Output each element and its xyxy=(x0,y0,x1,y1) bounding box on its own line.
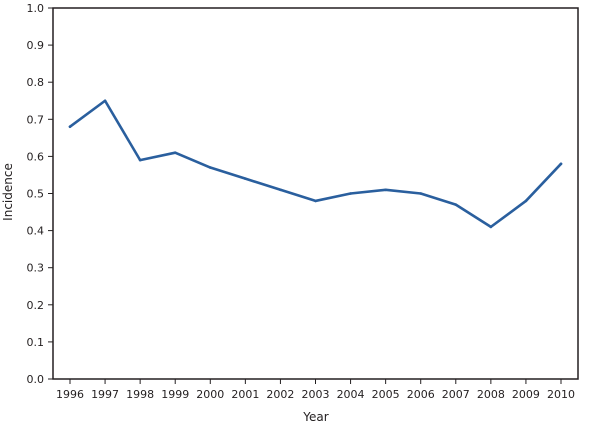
y-tick-label: 0.2 xyxy=(27,299,45,312)
y-tick-label: 0.8 xyxy=(27,76,45,89)
x-tick-label: 2000 xyxy=(196,388,224,401)
plot-frame xyxy=(52,7,579,380)
series-points xyxy=(68,99,563,229)
data-point-2000 xyxy=(208,166,212,169)
x-tick-label: 2007 xyxy=(442,388,470,401)
data-point-1998 xyxy=(138,158,142,162)
y-tick-label: 0.6 xyxy=(27,150,45,163)
y-tick-label: 0.9 xyxy=(27,39,45,52)
data-point-2009 xyxy=(524,199,528,203)
x-axis: 1996 1997 1998 1999 2000 2001 2002 2003 2004 2005… xyxy=(56,379,575,401)
y-tick-label: 1.0 xyxy=(27,2,45,15)
y-tick-label: 0.7 xyxy=(27,113,45,126)
y-tick-label: 0.0 xyxy=(27,373,45,386)
y-axis-title: Incidence xyxy=(1,163,15,221)
x-tick-label: 1999 xyxy=(161,388,189,401)
series-line xyxy=(68,99,563,229)
x-tick-label: 2002 xyxy=(266,388,294,401)
data-point-2008 xyxy=(489,225,493,229)
x-tick-label: 1998 xyxy=(126,388,154,401)
y-tick-label: 0.4 xyxy=(27,225,45,238)
x-tick-label: 2009 xyxy=(512,388,540,401)
x-tick-label: 2005 xyxy=(372,388,400,401)
data-point-2004 xyxy=(349,192,352,195)
data-point-2002 xyxy=(279,188,282,192)
data-point-1999 xyxy=(173,151,177,154)
data-point-2010 xyxy=(559,162,563,166)
x-tick-label: 2004 xyxy=(337,388,365,401)
data-point-2003 xyxy=(314,199,317,203)
x-axis-title: Year xyxy=(302,410,328,424)
x-tick-label: 2003 xyxy=(302,388,330,401)
data-point-2005 xyxy=(384,188,387,192)
y-axis: 0.0 0.1 0.2 0.3 0.4 0.5 0.6 0.7 0.8 0.9 1.0 xyxy=(27,2,53,386)
data-point-1997 xyxy=(103,99,107,103)
x-tick-label: 1997 xyxy=(91,388,119,401)
data-point-2007 xyxy=(454,203,458,206)
x-tick-label: 2001 xyxy=(231,388,259,401)
x-tick-label: 2008 xyxy=(477,388,505,401)
data-point-1996 xyxy=(68,125,72,129)
x-tick-label: 1996 xyxy=(56,388,84,401)
y-tick-label: 0.3 xyxy=(27,262,45,275)
y-tick-label: 0.1 xyxy=(27,336,45,349)
data-point-2001 xyxy=(244,177,247,180)
y-tick-label: 0.5 xyxy=(27,188,45,201)
data-point-2006 xyxy=(419,192,423,195)
x-tick-label: 2006 xyxy=(407,388,435,401)
x-tick-label: 2010 xyxy=(547,388,575,401)
